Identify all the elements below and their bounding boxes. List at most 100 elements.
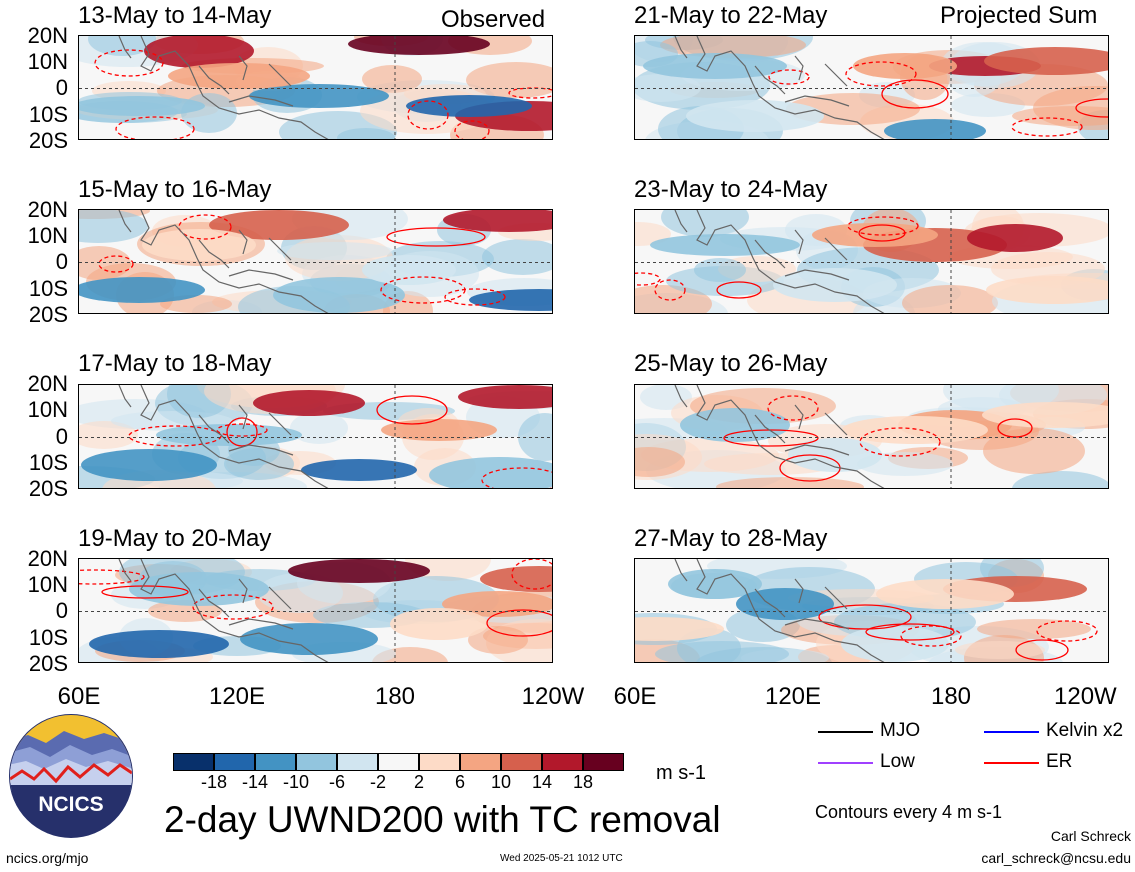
logo-text: NCICS [38,793,103,816]
observed-label: Observed [441,6,546,33]
field-blob [655,641,789,662]
field-core [209,210,349,240]
field-blob [955,641,1045,659]
y-tick-label: 10N [27,49,68,74]
field-blob [79,210,148,243]
field-core [288,559,430,583]
y-tick-label: 10S [28,276,68,301]
map-field [635,385,1108,488]
field-blob [79,421,138,449]
map-panel [78,35,553,140]
y-tick-label: 10N [27,397,68,422]
field-core [984,47,1108,75]
x-tick-label: 60E [613,683,657,710]
field-blob [977,619,1091,639]
er-contour [1015,639,1069,661]
er-contour [723,429,819,447]
field-blob [224,448,294,480]
field-blob [405,559,491,581]
colorbar-swatch [173,753,214,771]
footer-email[interactable]: carl_schreck@ncsu.edu [981,850,1131,866]
field-core [650,234,800,256]
y-tick-label: 20N [27,371,68,396]
ncics-logo: NCICS [8,713,134,839]
y-tick-label: 10S [28,102,68,127]
field-core [773,268,897,302]
colorbar-label: 2 [413,772,424,792]
field-blob [181,93,237,133]
field-core [469,289,552,311]
field-core [390,608,488,640]
field-core [480,566,552,592]
map-field [79,210,552,313]
field-core [301,459,417,481]
coastline [118,210,329,313]
y-tick-label: 0 [55,249,68,274]
map-field [635,559,1108,662]
colorbar-swatch [501,753,542,771]
legend-label-er: ER [1046,751,1073,772]
field-blob [290,412,348,444]
er-contour [654,279,686,301]
er-contour [94,49,164,77]
coastline [674,210,885,313]
x-tick-label: 120W [1054,685,1117,709]
field-blob [1012,471,1108,488]
map-panel [634,35,1109,140]
y-tick-label: 20N [27,546,68,571]
field-blob [661,210,749,237]
footer-url[interactable]: ncics.org/mjo [6,850,89,866]
er-contour [386,227,486,247]
field-core [79,96,205,116]
er-contour [486,609,552,637]
field-core [240,623,378,655]
ncics-logo-icon: NCICS [9,714,133,838]
field-core [249,84,389,108]
footer-author: Carl Schreck [1050,828,1131,844]
colorbar-label: -2 [369,772,386,792]
y-tick-label: 20S [28,128,68,153]
y-tick-label: 10N [27,572,68,597]
er-contour [511,559,552,590]
panel-title-left-2: 15-May to 16-May [78,176,272,203]
er-contour [881,79,949,109]
map-field [79,559,552,662]
x-tick-label: 120E [208,683,266,710]
er-contour [115,116,195,139]
colorbar-swatch [255,753,296,771]
field-blob [468,626,528,654]
er-contour [178,214,232,240]
field-core [273,277,405,313]
legend-swatch-kelvin [984,731,1039,733]
y-tick-label: 0 [55,75,68,100]
er-contour [768,69,810,85]
er-contour [216,423,268,437]
coastline [118,559,329,662]
field-core [142,229,256,261]
er-contour [865,623,955,641]
x-tick-label: 120W [521,683,585,710]
field-core [635,617,724,641]
x-tick-label: 180 [930,683,972,710]
field-core [841,626,949,662]
field-blob [694,258,746,282]
er-contour [128,425,222,447]
field-core [406,95,532,117]
legend-label-kelvin: Kelvin x2 [1046,720,1124,741]
map-field [79,36,552,139]
er-contour [1075,98,1108,118]
colorbar-label: -10 [282,772,309,792]
field-blob [362,65,422,93]
projected-sum-label: Projected Sum [940,2,1098,29]
field-core [884,119,986,139]
legend-label-mjo: MJO [880,720,921,741]
colorbar-swatch [337,753,378,771]
er-contour [858,224,906,242]
er-contour [98,255,134,273]
colorbar-swatch [378,753,419,771]
colorbar-swatch [542,753,583,771]
er-contour [635,272,661,286]
colorbar-units: m s-1 [656,762,706,784]
panel-title-left-1: 13-May to 14-May [78,2,272,29]
field-core [982,402,1108,428]
